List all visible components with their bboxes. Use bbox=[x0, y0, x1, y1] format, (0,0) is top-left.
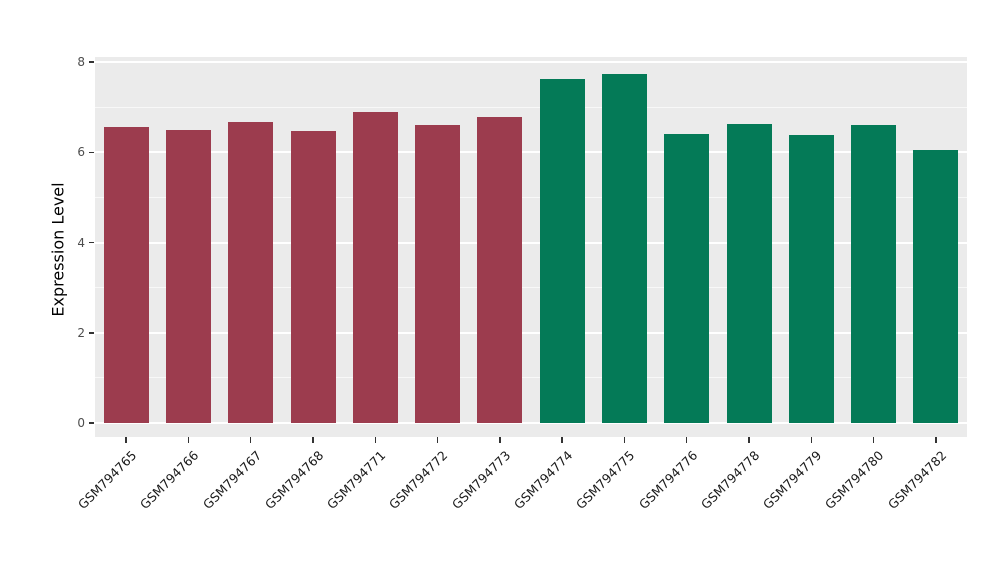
y-tick-label: 6 bbox=[77, 145, 85, 160]
bar bbox=[851, 125, 897, 423]
bar bbox=[352, 111, 398, 423]
bar bbox=[103, 127, 149, 423]
gridline-major bbox=[95, 151, 967, 154]
x-tick-mark bbox=[125, 437, 127, 443]
bar bbox=[664, 134, 710, 423]
x-tick-mark bbox=[810, 437, 813, 443]
bar bbox=[788, 135, 834, 423]
x-tick-mark bbox=[685, 437, 688, 443]
bar bbox=[290, 130, 336, 423]
bar bbox=[165, 129, 211, 423]
bar bbox=[913, 150, 959, 423]
y-tick-label: 4 bbox=[77, 235, 85, 250]
y-tick-label: 0 bbox=[77, 416, 85, 430]
bar bbox=[539, 79, 585, 423]
x-tick-mark bbox=[312, 437, 314, 443]
y-tick-label: 2 bbox=[77, 325, 85, 340]
y-axis-title: Expression Level bbox=[48, 182, 68, 317]
y-tick-mark bbox=[89, 151, 94, 153]
x-tick-mark bbox=[436, 437, 439, 443]
x-tick-mark bbox=[872, 437, 875, 443]
x-tick-mark bbox=[249, 437, 252, 443]
y-tick-mark bbox=[89, 241, 94, 244]
gridline-minor bbox=[95, 106, 967, 108]
bar bbox=[726, 123, 772, 423]
gridline-major bbox=[95, 241, 967, 244]
x-tick-mark bbox=[748, 437, 750, 443]
bar bbox=[477, 116, 523, 423]
bar bbox=[228, 122, 274, 423]
y-tick-label: 8 bbox=[77, 55, 85, 69]
x-tick-mark bbox=[374, 437, 377, 443]
y-tick-mark bbox=[89, 422, 94, 424]
x-tick-mark bbox=[561, 437, 563, 443]
plot-panel bbox=[95, 57, 967, 437]
bar bbox=[415, 125, 461, 423]
x-tick-mark bbox=[499, 437, 501, 443]
gridline-major bbox=[95, 331, 967, 334]
x-tick-mark bbox=[935, 437, 937, 443]
x-tick-mark bbox=[187, 437, 190, 443]
x-tick-mark bbox=[623, 437, 626, 443]
bar bbox=[601, 74, 647, 423]
gridline-major bbox=[95, 61, 967, 63]
y-tick-mark bbox=[89, 61, 94, 63]
gridline-minor bbox=[95, 377, 967, 379]
gridline-minor bbox=[95, 287, 967, 289]
gridline-major bbox=[95, 422, 967, 424]
y-tick-mark bbox=[89, 332, 94, 334]
gridline-minor bbox=[95, 196, 967, 198]
